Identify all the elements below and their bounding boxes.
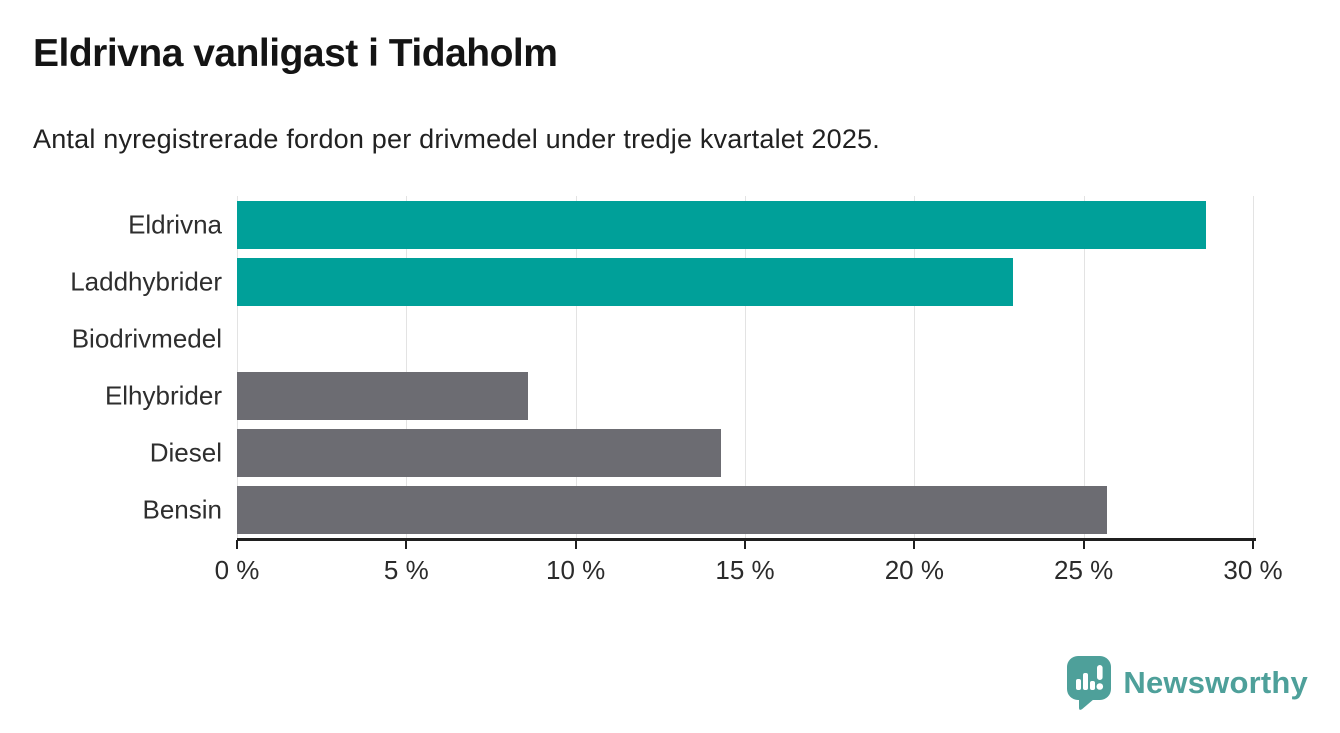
- axis-tick-label: 5 %: [383, 555, 429, 585]
- axis-tick: [236, 540, 238, 549]
- gridline: [1083, 196, 1085, 538]
- category-axis: Eldrivna Laddhybrider Biodrivmedel Elhybrid…: [0, 196, 237, 538]
- axis-tick-label: 0 %: [214, 555, 260, 585]
- bar-bensin: [237, 485, 1108, 534]
- newsworthy-logo: Newsworthy: [1066, 655, 1308, 710]
- gridline: [1253, 196, 1254, 538]
- category-label: Diesel: [149, 437, 222, 467]
- x-axis-line: [237, 538, 1256, 541]
- bar-diesel: [237, 428, 722, 477]
- category-label: Bensin: [142, 494, 223, 524]
- axis-tick-label: 10 %: [546, 555, 606, 585]
- newsworthy-speech-bubble-chart-icon: [1067, 656, 1112, 710]
- bar-elhybrider: [237, 371, 529, 420]
- gridline: [745, 196, 746, 538]
- axis-tick: [913, 540, 916, 549]
- axis-tick: [574, 540, 577, 549]
- axis-tick: [1082, 540, 1085, 549]
- axis-tick-label: 20 %: [884, 555, 944, 585]
- axis-tick: [744, 540, 746, 549]
- bar-eldrivna: [237, 200, 1206, 249]
- chart-title: Eldrivna vanligast i Tidaholm: [33, 32, 558, 75]
- axis-tick: [405, 540, 408, 549]
- axis-tick: [1252, 540, 1254, 549]
- category-label: Laddhybrider: [70, 266, 222, 296]
- category-label: Biodrivmedel: [71, 323, 222, 353]
- category-label: Elhybrider: [104, 380, 222, 410]
- x-axis: 0 % 5 % 10 % 15 % 20 % 25 % 30 %: [215, 538, 1283, 598]
- plot-area: [237, 196, 1254, 538]
- axis-tick-label: 15 %: [715, 555, 775, 585]
- gridline: [914, 196, 916, 538]
- gridline: [237, 196, 238, 538]
- gridline: [575, 196, 577, 538]
- axis-tick-label: 30 %: [1223, 555, 1283, 585]
- category-label: Eldrivna: [128, 209, 222, 239]
- bar-laddhybrider: [237, 257, 1013, 306]
- newsworthy-wordmark: Newsworthy: [1123, 664, 1308, 700]
- chart-subtitle: Antal nyregistrerade fordon per drivmede…: [33, 124, 880, 154]
- gridline: [406, 196, 408, 538]
- axis-tick-label: 25 %: [1054, 555, 1114, 585]
